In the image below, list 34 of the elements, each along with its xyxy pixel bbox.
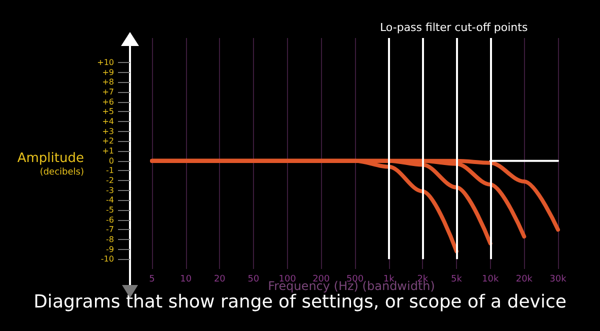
x-tick-label: 100 (278, 274, 296, 284)
y-tick-label: -6 (106, 215, 114, 224)
x-tick-label: 10k (482, 274, 500, 284)
y-tick-label: +1 (102, 146, 114, 156)
y-tick-label: +6 (102, 97, 114, 106)
y-tick-label: -7 (106, 225, 114, 234)
y-tick-label: +4 (102, 117, 114, 126)
y-tick-label: -4 (106, 196, 114, 205)
x-tick-label: 20 (214, 274, 226, 284)
x-tick-label: 30k (550, 274, 568, 284)
x-tick-label: 200 (312, 274, 330, 284)
y-tick-label: -10 (100, 254, 114, 264)
y-tick-label: +7 (102, 88, 114, 97)
y-tick-label: +9 (102, 68, 114, 77)
y-tick-label: +8 (102, 78, 114, 87)
y-tick-label: +2 (102, 136, 114, 146)
y-tick-label: +10 (97, 58, 114, 68)
x-tick-label: 5k (451, 274, 463, 284)
y-axis-title: Amplitude (decibels) (17, 151, 84, 178)
x-tick-label: 20k (516, 274, 534, 284)
x-tick-label: 50 (248, 274, 260, 284)
y-tick-label: -1 (106, 166, 114, 176)
x-tick-label: 5 (149, 274, 155, 284)
y-tick-label: +5 (102, 107, 114, 116)
y-tick-label: -2 (106, 176, 114, 186)
y-tick-label: +3 (102, 126, 114, 136)
text: Diagrams that show range of settings, or scope of a device (34, 292, 566, 312)
x-tick-label: 10 (180, 274, 192, 284)
y-tick-label: 0 (108, 156, 114, 166)
y-tick-label: -5 (106, 206, 114, 215)
y-tick-label: -8 (106, 235, 114, 244)
text: Lo-pass filter cut-off points (380, 21, 528, 34)
y-tick-label: -9 (106, 244, 114, 254)
y-tick-label: -3 (106, 186, 114, 195)
